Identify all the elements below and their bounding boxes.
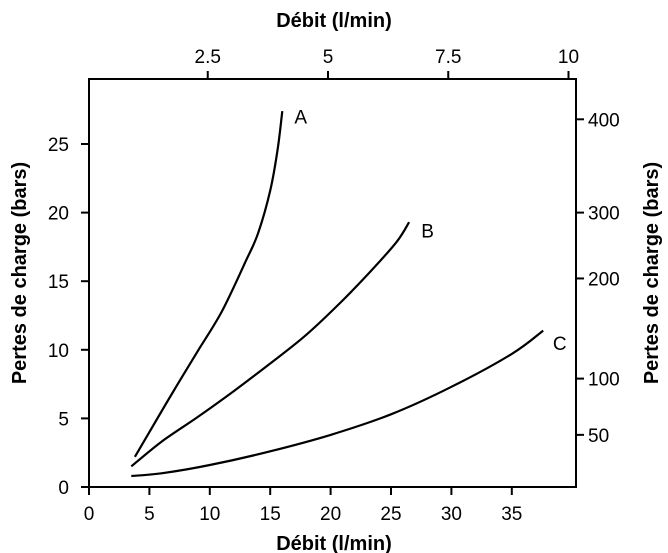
y-right-tick-label: 200 (588, 269, 620, 290)
curve-a (133, 110, 284, 458)
x-bottom-axis-title: Débit (l/min) (276, 533, 392, 553)
y-right-tick-label: 100 (588, 370, 620, 391)
y-left-tick-label: 0 (58, 478, 69, 499)
y-right-tick-label: 300 (588, 204, 620, 225)
y-right-tick-label: 50 (588, 426, 609, 447)
x-bottom-tick-label: 25 (380, 504, 401, 525)
curve-label-c: C (553, 334, 567, 355)
y-right-axis-title: Pertes de charge (bars) (641, 162, 663, 384)
x-bottom-tick-label: 30 (441, 504, 462, 525)
x-bottom-tick-label: 35 (501, 504, 522, 525)
y-left-tick-label: 20 (48, 204, 69, 225)
x-bottom-tick-label: 0 (84, 504, 95, 525)
curve-label-a: A (294, 108, 307, 129)
labels-layer: A B C (294, 108, 566, 355)
x-top-tick-label: 5 (323, 47, 334, 68)
curve-label-b: B (421, 221, 434, 242)
curve-c (131, 329, 544, 478)
ticks-layer: 0 5 10 15 20 25 30 352.5 5 7.5 1005101520255010020… (48, 47, 620, 525)
x-top-tick-label: 7.5 (435, 47, 461, 68)
y-left-tick-label: 15 (48, 272, 69, 293)
y-right-tick-label: 400 (588, 110, 620, 131)
x-bottom-tick-label: 15 (260, 504, 281, 525)
y-left-tick-label: 5 (58, 409, 69, 430)
plot-frame (88, 78, 577, 488)
x-top-tick-label: 2.5 (195, 47, 221, 68)
y-left-axis-title: Pertes de charge (bars) (9, 162, 31, 384)
y-left-tick-label: 25 (48, 135, 69, 156)
y-left-tick-label: 10 (48, 341, 69, 362)
curve-b (130, 221, 411, 468)
curves-layer (130, 110, 544, 478)
x-top-tick-label: 10 (558, 47, 579, 68)
x-top-axis-title: Débit (l/min) (276, 10, 392, 32)
x-bottom-tick-label: 10 (199, 504, 220, 525)
x-bottom-tick-label: 20 (320, 504, 341, 525)
x-bottom-tick-label: 5 (144, 504, 155, 525)
